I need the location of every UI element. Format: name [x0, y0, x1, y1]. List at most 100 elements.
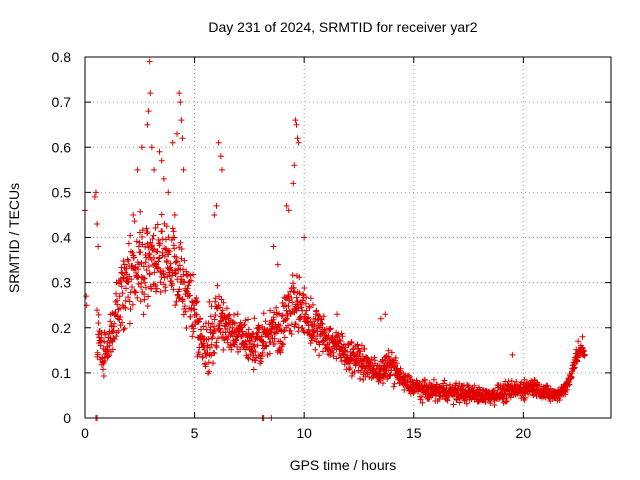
data-point	[531, 376, 538, 383]
data-point	[311, 329, 318, 336]
data-point	[91, 193, 98, 200]
data-point	[288, 294, 295, 301]
data-point	[157, 289, 164, 296]
data-point	[292, 117, 299, 124]
data-point	[267, 307, 274, 314]
data-point	[228, 346, 235, 353]
data-point	[171, 245, 178, 252]
data-point	[104, 343, 111, 350]
data-point	[180, 166, 187, 173]
data-point	[218, 166, 225, 173]
data-point	[370, 366, 377, 373]
data-point	[319, 348, 326, 355]
data-point	[178, 246, 185, 253]
data-point	[242, 317, 249, 324]
data-point	[146, 251, 153, 258]
data-point	[215, 335, 222, 342]
data-point	[206, 298, 213, 305]
data-point	[273, 304, 280, 311]
data-point	[348, 373, 355, 380]
data-point	[491, 401, 498, 408]
data-point	[525, 391, 532, 398]
data-point	[224, 325, 231, 332]
data-point	[231, 320, 238, 327]
data-point	[141, 291, 148, 298]
data-point	[311, 320, 318, 327]
data-point	[107, 318, 114, 325]
data-point	[277, 322, 284, 329]
data-point	[214, 282, 221, 289]
grid-lines	[85, 57, 611, 418]
data-point	[213, 344, 220, 351]
data-point	[139, 234, 146, 241]
data-point	[152, 288, 159, 295]
data-point	[327, 352, 334, 359]
data-point	[202, 363, 209, 370]
data-point	[105, 353, 112, 360]
data-point	[176, 286, 183, 293]
data-point	[143, 267, 150, 274]
data-point	[268, 331, 275, 338]
data-point	[295, 324, 302, 331]
data-point	[306, 304, 313, 311]
data-point	[200, 323, 207, 330]
data-point	[350, 350, 357, 357]
data-point	[161, 274, 168, 281]
data-point	[172, 259, 179, 266]
data-point	[118, 283, 125, 290]
data-point	[144, 228, 151, 235]
data-point	[360, 376, 367, 383]
chart-title: Day 231 of 2024, SRMTID for receiver yar…	[208, 19, 477, 35]
data-point	[544, 383, 551, 390]
data-point	[157, 269, 164, 276]
data-point	[119, 290, 126, 297]
data-point	[244, 354, 251, 361]
data-point	[154, 265, 161, 272]
data-point	[137, 208, 144, 215]
data-point	[251, 315, 258, 322]
data-point	[282, 316, 289, 323]
data-point	[95, 331, 102, 338]
data-point	[167, 260, 174, 267]
data-point	[288, 331, 295, 338]
data-point	[134, 294, 141, 301]
data-point	[211, 327, 218, 334]
data-point	[534, 380, 541, 387]
data-point	[145, 293, 152, 300]
data-point	[150, 254, 157, 261]
data-point	[122, 304, 129, 311]
data-point	[178, 117, 185, 124]
data-point	[212, 342, 219, 349]
data-point	[197, 315, 204, 322]
data-point	[144, 230, 151, 237]
axes: 0 5 10 15 20 0 0.1 0.2 0.3 0.4 0.5 0.6 0.7 0.8	[52, 49, 611, 441]
data-point	[111, 320, 118, 327]
data-point	[211, 323, 218, 330]
data-point	[172, 302, 179, 309]
data-point	[465, 382, 472, 389]
data-point	[113, 333, 120, 340]
data-point	[145, 244, 152, 251]
data-point	[337, 338, 344, 345]
data-point	[262, 318, 269, 325]
data-point	[556, 396, 563, 403]
data-point	[95, 311, 102, 318]
data-point	[463, 400, 470, 407]
data-point	[388, 349, 395, 356]
data-point	[191, 306, 198, 313]
data-point	[123, 265, 130, 272]
data-point	[299, 324, 306, 331]
data-point	[304, 315, 311, 322]
data-point	[141, 296, 148, 303]
data-point	[174, 258, 181, 265]
data-point	[186, 292, 193, 299]
data-point	[186, 278, 193, 285]
data-point	[138, 260, 145, 267]
y-tick-label: 0.2	[52, 320, 72, 336]
data-point	[198, 332, 205, 339]
data-point	[263, 342, 270, 349]
data-point	[293, 294, 300, 301]
data-point	[100, 373, 107, 380]
x-tick-label: 15	[406, 425, 422, 441]
